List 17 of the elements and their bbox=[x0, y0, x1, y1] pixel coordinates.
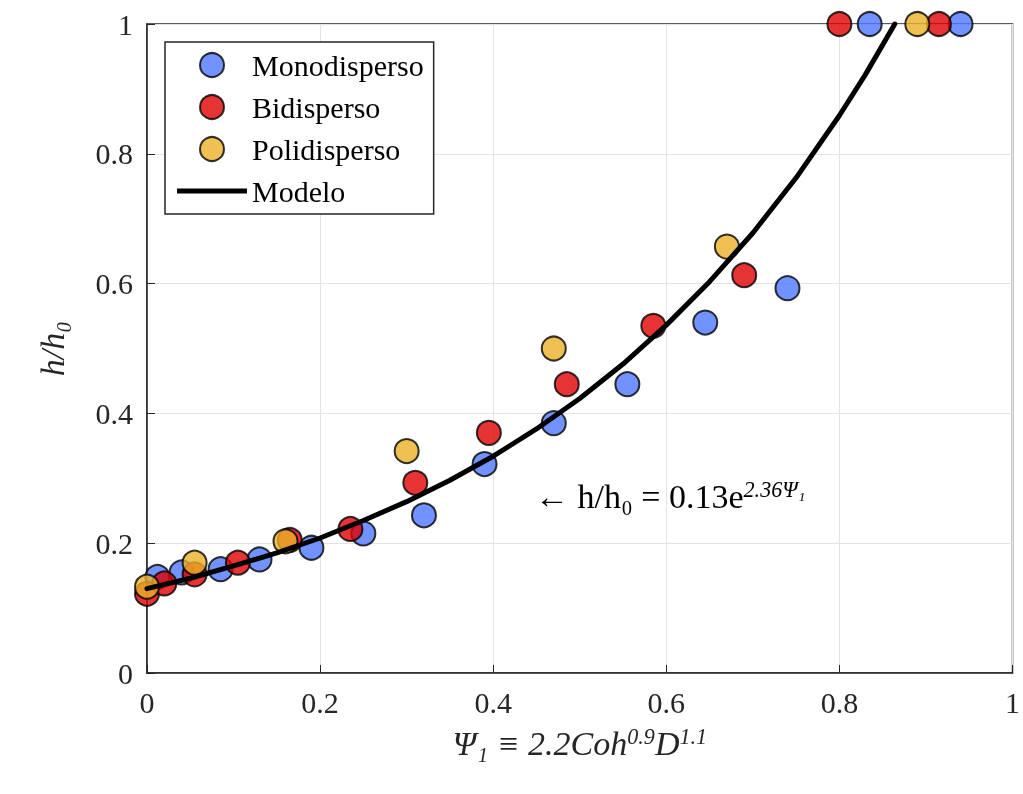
legend-label: Modelo bbox=[252, 174, 346, 208]
x-tick-label: 0.2 bbox=[301, 685, 339, 719]
legend-label: Polidisperso bbox=[252, 132, 401, 166]
x-tick-label: 0.6 bbox=[647, 685, 686, 719]
x-tick-label: 0.8 bbox=[820, 685, 859, 719]
y-tick-label: 0.2 bbox=[95, 526, 133, 560]
x-tick-label: 0.4 bbox=[474, 685, 512, 719]
y-tick-label: 0.8 bbox=[95, 137, 133, 171]
y-axis-title: h/h₀ bbox=[33, 320, 71, 377]
y-tick-label: 0.6 bbox=[95, 267, 133, 301]
legend-label: Bidisperso bbox=[252, 90, 381, 124]
y-tick-label: 0.4 bbox=[95, 396, 133, 430]
x-tick-label: 0 bbox=[139, 685, 155, 719]
y-tick-label: 1 bbox=[118, 7, 133, 41]
legend-label: Monodisperso bbox=[252, 48, 424, 82]
x-tick-label: 1 bbox=[1005, 685, 1020, 719]
y-tick-label: 0 bbox=[118, 656, 133, 690]
